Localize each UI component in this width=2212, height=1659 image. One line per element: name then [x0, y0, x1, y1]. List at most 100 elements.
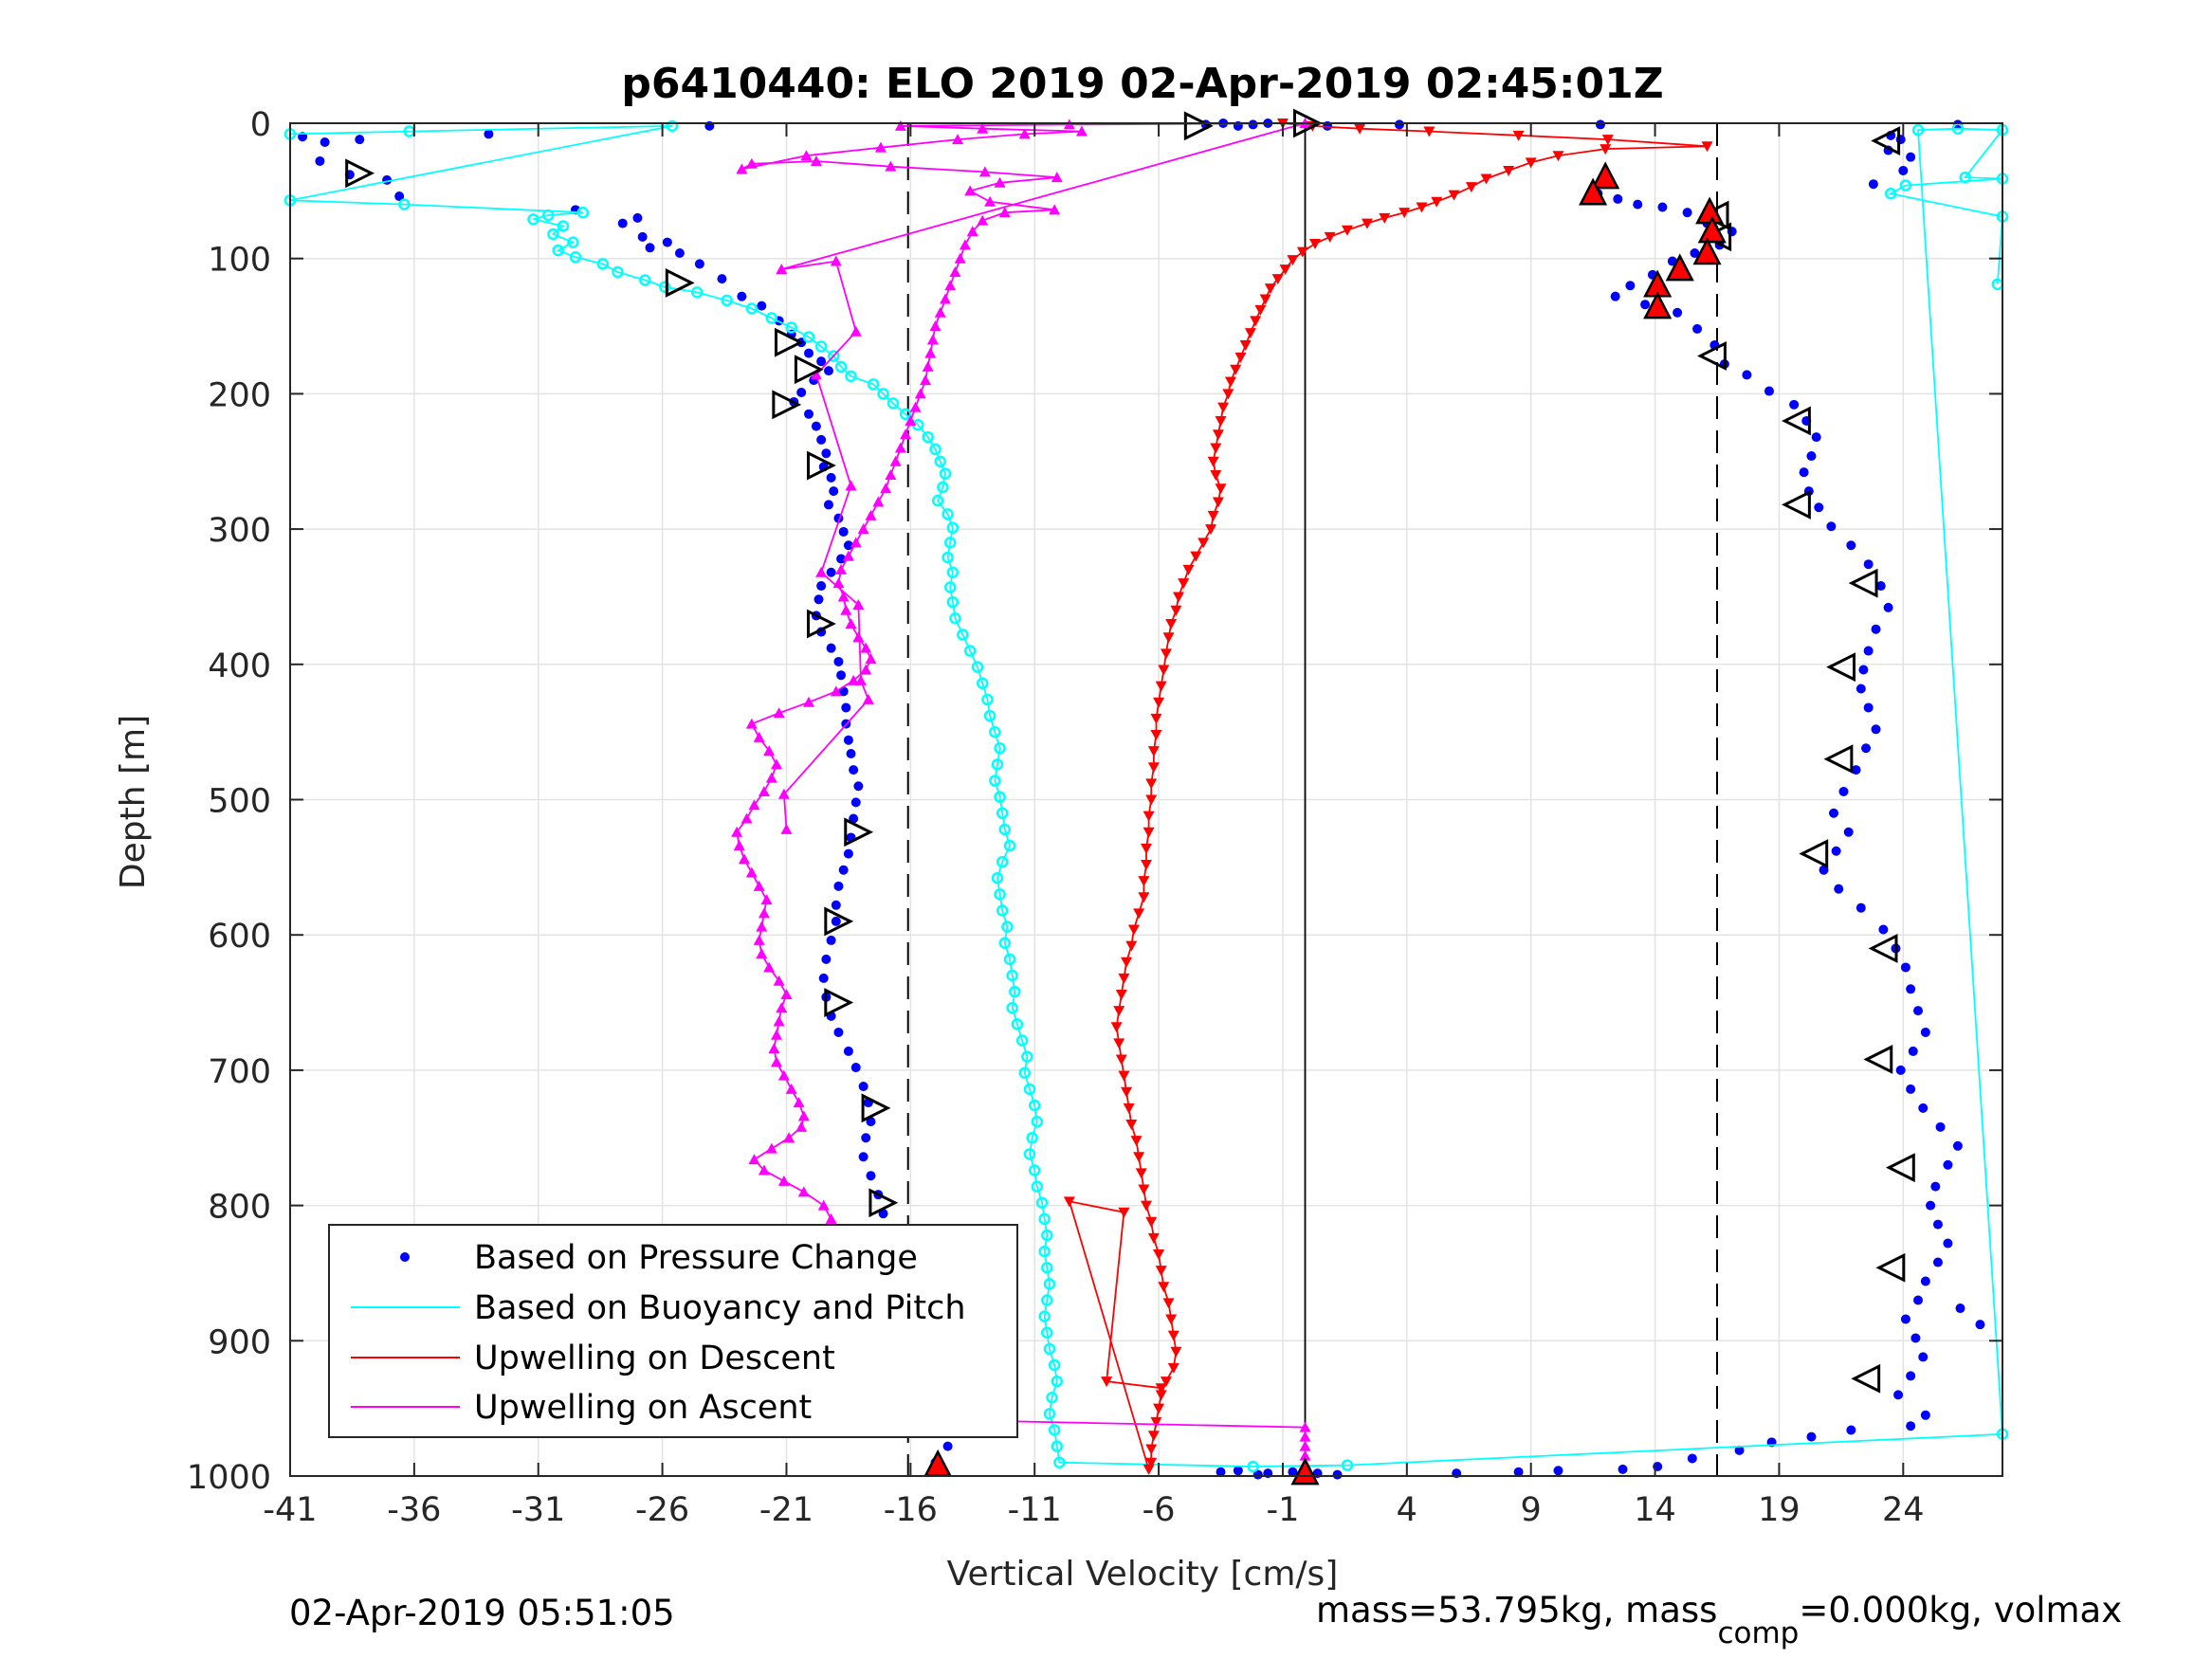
- data-point: [1910, 1333, 1921, 1343]
- data-point: [1764, 386, 1774, 396]
- data-point: [1552, 151, 1564, 162]
- data-point: [978, 166, 991, 177]
- data-point: [1049, 204, 1061, 215]
- chart-title: p6410440: ELO 2019 02-Apr-2019 02:45:01Z: [621, 60, 1663, 108]
- data-point: [889, 455, 902, 466]
- data-point: [771, 758, 783, 770]
- data-point: [823, 366, 833, 376]
- legend-box: [328, 1224, 1018, 1438]
- data-point: [1230, 364, 1242, 375]
- data-point: [1846, 540, 1856, 551]
- data-point: [814, 340, 828, 353]
- data-point: [797, 1110, 810, 1121]
- data-point: [1254, 304, 1267, 316]
- data-point: [1121, 957, 1133, 968]
- data-point: [1834, 884, 1844, 894]
- data-point: [1379, 212, 1391, 224]
- data-point: [1908, 1046, 1918, 1056]
- data-point: [832, 577, 845, 589]
- data-point: [1264, 283, 1276, 295]
- data-point: [946, 521, 960, 534]
- data-point: [753, 934, 765, 945]
- direction-marker: [1782, 489, 1811, 520]
- data-point: [929, 320, 941, 332]
- data-point: [1640, 300, 1651, 310]
- data-point: [1147, 1431, 1160, 1442]
- y-tick-label: 600: [208, 918, 271, 956]
- data-point: [1932, 1219, 1943, 1230]
- data-point: [776, 1002, 788, 1013]
- data-point: [816, 434, 827, 445]
- direction-marker: [345, 158, 375, 189]
- direction-marker: [1868, 934, 1898, 963]
- data-point: [804, 409, 814, 419]
- direction-marker: [1183, 111, 1214, 141]
- data-point: [740, 812, 753, 824]
- data-point: [662, 237, 672, 247]
- axes: -41 -36 -31 -26 -21 -16 -11 -6 -1 4 9 14 19 24 0 100 200…: [187, 106, 2003, 1529]
- data-point: [1431, 196, 1443, 208]
- data-point: [771, 1029, 783, 1040]
- data-point: [1553, 1466, 1563, 1476]
- data-point: [552, 244, 564, 257]
- data-point: [1205, 524, 1217, 536]
- direction-marker: [1782, 406, 1811, 436]
- surface-marker: [1643, 291, 1673, 319]
- data-point: [833, 656, 844, 666]
- data-point: [1170, 605, 1182, 616]
- data-point: [1043, 1408, 1056, 1420]
- data-point: [826, 935, 836, 945]
- data-point: [1480, 173, 1492, 185]
- data-point: [977, 122, 989, 134]
- data-point: [1118, 1207, 1130, 1218]
- data-point: [829, 486, 839, 497]
- data-point: [817, 1199, 830, 1211]
- data-point: [1913, 1295, 1924, 1305]
- data-point: [814, 594, 824, 605]
- direction-marker: [1863, 1045, 1893, 1074]
- direction-marker: [868, 1188, 899, 1218]
- data-point: [816, 356, 827, 367]
- data-point: [612, 265, 624, 279]
- data-point: [963, 645, 977, 657]
- data-point: [971, 661, 984, 673]
- data-point: [803, 696, 815, 707]
- data-point: [1021, 1050, 1033, 1063]
- direction-marker: [794, 355, 824, 385]
- data-point: [1799, 467, 1809, 478]
- data-point: [1212, 429, 1224, 441]
- data-point: [780, 823, 793, 834]
- data-point: [745, 157, 758, 169]
- data-point: [1018, 128, 1031, 139]
- y-tick-label: 500: [208, 783, 271, 821]
- data-point: [1023, 1083, 1036, 1096]
- data-point: [941, 551, 954, 564]
- data-point: [1041, 1294, 1053, 1306]
- data-point: [1048, 1358, 1061, 1372]
- data-point: [1138, 876, 1150, 887]
- data-point: [830, 685, 842, 697]
- data-point: [1162, 632, 1175, 644]
- data-point: [1125, 1119, 1138, 1130]
- data-point: [1906, 152, 1916, 162]
- data-point: [1843, 827, 1854, 837]
- direction-marker: [824, 906, 854, 937]
- data-point: [1687, 1453, 1697, 1464]
- data-point: [885, 469, 897, 481]
- data-point: [1838, 786, 1849, 796]
- data-point: [765, 1142, 777, 1154]
- footer-mass-subscript: comp: [1717, 1616, 1799, 1650]
- y-tick-label: 400: [208, 647, 271, 685]
- y-tick-label: 200: [208, 376, 271, 414]
- data-point: [1811, 432, 1821, 443]
- x-tick-label: -26: [635, 1491, 689, 1529]
- data-point: [949, 265, 961, 277]
- data-point: [1906, 984, 1916, 994]
- footer-mass-info: mass=53.795kg, masscomp=0.000kg, volmax: [1316, 1590, 2122, 1650]
- direction-marker: [1885, 1153, 1915, 1183]
- data-point: [1023, 1148, 1036, 1160]
- data-point: [717, 274, 727, 284]
- data-point: [877, 388, 889, 400]
- data-point: [866, 1117, 876, 1127]
- data-point: [753, 880, 765, 891]
